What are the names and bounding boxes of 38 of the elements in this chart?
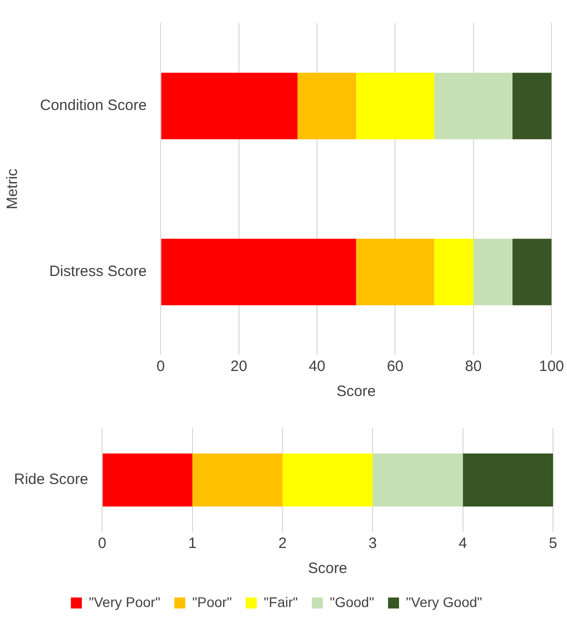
bar xyxy=(512,72,552,140)
bar xyxy=(473,238,512,306)
bar xyxy=(161,72,298,140)
bar xyxy=(282,453,373,507)
x-tick-label: 40 xyxy=(308,358,326,376)
legend-label: "Fair" xyxy=(264,594,298,610)
legend-label: "Good" xyxy=(330,594,374,610)
bar xyxy=(434,72,512,140)
x-tick-label: 1 xyxy=(188,535,197,552)
x-tick-label: 4 xyxy=(458,535,468,552)
bar xyxy=(462,453,553,507)
x-axis-title: Score xyxy=(336,383,376,400)
x-tick-label: 3 xyxy=(368,535,377,552)
x-tick-label: 100 xyxy=(538,358,564,376)
x-tick-label: 60 xyxy=(386,358,404,376)
x-tick-label: 0 xyxy=(98,535,106,552)
bar xyxy=(512,238,552,306)
bar xyxy=(356,72,434,140)
bar xyxy=(161,238,356,306)
bar xyxy=(356,238,434,306)
bar xyxy=(297,72,356,140)
x-tick-label: 80 xyxy=(464,358,482,376)
legend-label: "Poor" xyxy=(192,594,232,610)
x-tick-label: 5 xyxy=(548,535,558,552)
legend-label: "Very Good" xyxy=(406,594,482,610)
bar xyxy=(434,238,474,306)
y-tick-label: Condition Score xyxy=(40,97,147,114)
x-tick-label: 20 xyxy=(230,358,248,376)
x-axis-title: Score xyxy=(308,560,348,578)
legend-label: "Very Poor" xyxy=(88,594,160,610)
x-tick-label: 0 xyxy=(156,358,165,376)
y-tick-label: Distress Score xyxy=(49,263,147,280)
bar xyxy=(372,453,463,507)
bar xyxy=(192,453,283,507)
x-tick-label: 2 xyxy=(278,535,287,552)
bar xyxy=(102,453,192,507)
y-tick-label: Ride Score xyxy=(14,471,88,488)
y-axis-title: Metric xyxy=(4,168,22,210)
